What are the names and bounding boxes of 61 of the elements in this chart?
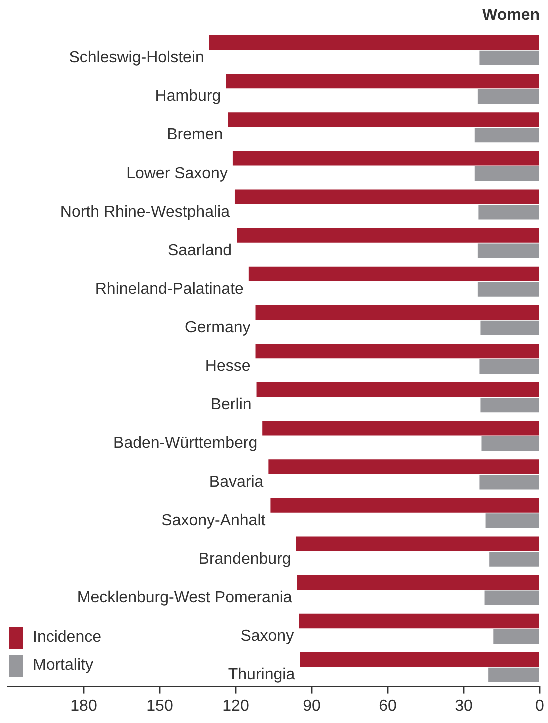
bar [256, 382, 540, 398]
bar [478, 205, 540, 220]
bar [232, 151, 540, 166]
y-tick-label: Baden-Württemberg [114, 435, 258, 452]
bar [478, 244, 540, 258]
bar [256, 344, 540, 359]
y-tick-label: Berlin [210, 396, 252, 414]
chart-title: Women [482, 7, 540, 24]
x-tick-label: 180 [70, 698, 98, 715]
bar [297, 575, 540, 590]
y-tick-label: Brandenburg [198, 550, 292, 568]
bar [486, 514, 540, 528]
y-tick-label: North Rhine-Westphalia [60, 204, 230, 221]
bar [478, 89, 540, 104]
bar [226, 74, 540, 89]
x-tick-label: 120 [222, 698, 250, 715]
y-tick-label: Hesse [205, 358, 251, 376]
legend-label: Incidence [33, 629, 102, 647]
bar [480, 320, 540, 336]
y-tick-label: Lower Saxony [126, 165, 228, 182]
bar [234, 190, 540, 204]
bar [494, 629, 540, 644]
y-tick-label: Hamburg [155, 88, 222, 106]
y-tick-label: Saarland [168, 242, 232, 260]
bar [474, 166, 540, 182]
bar [484, 590, 540, 606]
x-tick-label: 60 [379, 698, 397, 715]
bar [209, 35, 540, 50]
bar [228, 112, 540, 128]
y-tick-label: Saxony-Anhalt [162, 512, 266, 530]
y-tick-label: Thuringia [228, 666, 296, 684]
bar [474, 128, 540, 143]
bar [270, 498, 540, 513]
bar [482, 436, 540, 452]
legend-label: Mortality [33, 657, 94, 675]
bar [262, 421, 540, 436]
x-tick-label: 150 [146, 698, 174, 715]
y-tick-label: Saxony [240, 628, 294, 646]
bar [248, 266, 540, 282]
y-tick-label: Bremen [167, 126, 224, 144]
bar [237, 228, 540, 243]
bar [488, 668, 540, 683]
bar [480, 50, 540, 66]
bar [480, 475, 540, 490]
y-tick-label: Bavaria [209, 474, 264, 491]
bar [490, 552, 540, 567]
x-tick-label: 0 [536, 698, 545, 715]
bar [296, 536, 540, 552]
bar [256, 305, 540, 320]
bar [480, 359, 540, 374]
bar [268, 460, 540, 474]
x-tick-label: 30 [455, 698, 473, 715]
y-tick-label: Germany [184, 320, 251, 337]
x-tick-label: 90 [303, 698, 321, 715]
y-tick-label: Rhineland-Palatinate [95, 280, 244, 298]
bar [300, 652, 540, 668]
bar [478, 282, 540, 297]
bar [299, 614, 540, 629]
bar [480, 398, 540, 413]
y-tick-label: Schleswig-Holstein [69, 50, 204, 67]
y-tick-label: Mecklenburg-West Pomerania [77, 590, 292, 607]
